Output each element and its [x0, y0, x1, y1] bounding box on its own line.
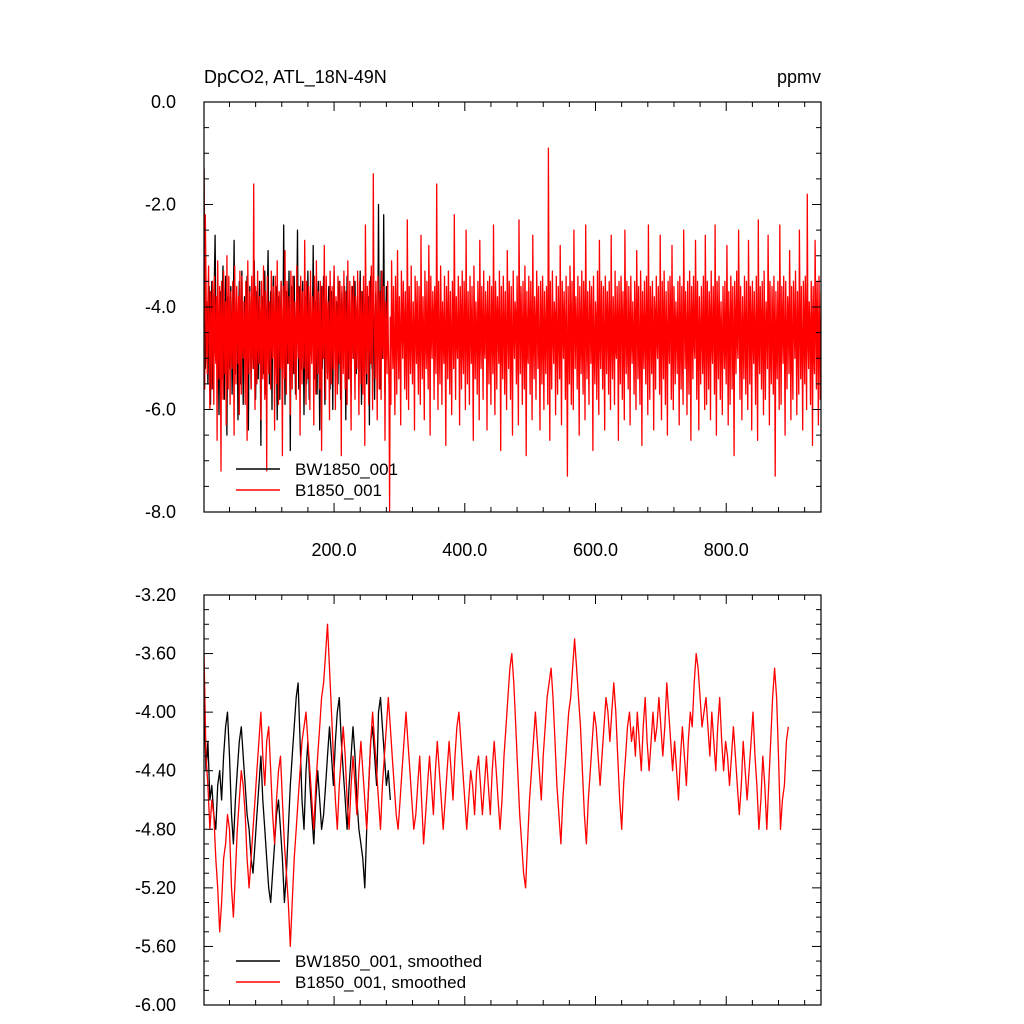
- top-panel-lines: [204, 147, 821, 512]
- y-tick-label: -8.0: [145, 502, 176, 522]
- bottom-panel-lines: [204, 623, 789, 948]
- y-tick-label: -5.60: [135, 936, 176, 956]
- legend-label: BW1850_001: [295, 460, 398, 479]
- bottom-panel-legend: BW1850_001, smoothed B1850_001, smoothed: [236, 952, 482, 992]
- legend-label: B1850_001, smoothed: [295, 973, 466, 992]
- bottom-panel: -3.20 -3.60 -4.00 -4.40 -4.80 -5.20 -5.60 -6.00…: [135, 585, 822, 1015]
- x-tick-label: 200.0: [312, 540, 357, 560]
- figure-title: DpCO2, ATL_18N-49N: [204, 67, 387, 88]
- y-tick-label: -4.00: [135, 702, 176, 722]
- top-panel-legend: BW1850_001 B1850_001: [236, 460, 398, 500]
- x-tick-label: 400.0: [442, 540, 487, 560]
- legend-label: BW1850_001, smoothed: [295, 952, 482, 971]
- y-tick-label: -4.80: [135, 819, 176, 839]
- legend-label: B1850_001: [295, 481, 382, 500]
- y-tick-label: -6.0: [145, 400, 176, 420]
- y-tick-label: -4.40: [135, 761, 176, 781]
- y-tick-label: -4.0: [145, 297, 176, 317]
- y-tick-label: -6.00: [135, 995, 176, 1015]
- figure-units: ppmv: [777, 67, 821, 87]
- series-line-1: [204, 147, 821, 512]
- series-line-0: [204, 682, 391, 904]
- x-tick-label: 800.0: [704, 540, 749, 560]
- y-tick-label: 0.0: [151, 92, 176, 112]
- top-panel-ticks: 0.0 -2.0 -4.0 -6.0 -8.0 200.0 400.0 600.0 800.0: [145, 92, 821, 560]
- x-tick-label: 600.0: [573, 540, 618, 560]
- series-line-1: [204, 623, 789, 948]
- y-tick-label: -3.60: [135, 644, 176, 664]
- y-tick-label: -5.20: [135, 878, 176, 898]
- y-tick-label: -3.20: [135, 585, 176, 605]
- y-tick-label: -2.0: [145, 195, 176, 215]
- bottom-panel-ticks: -3.20 -3.60 -4.00 -4.40 -4.80 -5.20 -5.60 -6.00: [135, 585, 821, 1015]
